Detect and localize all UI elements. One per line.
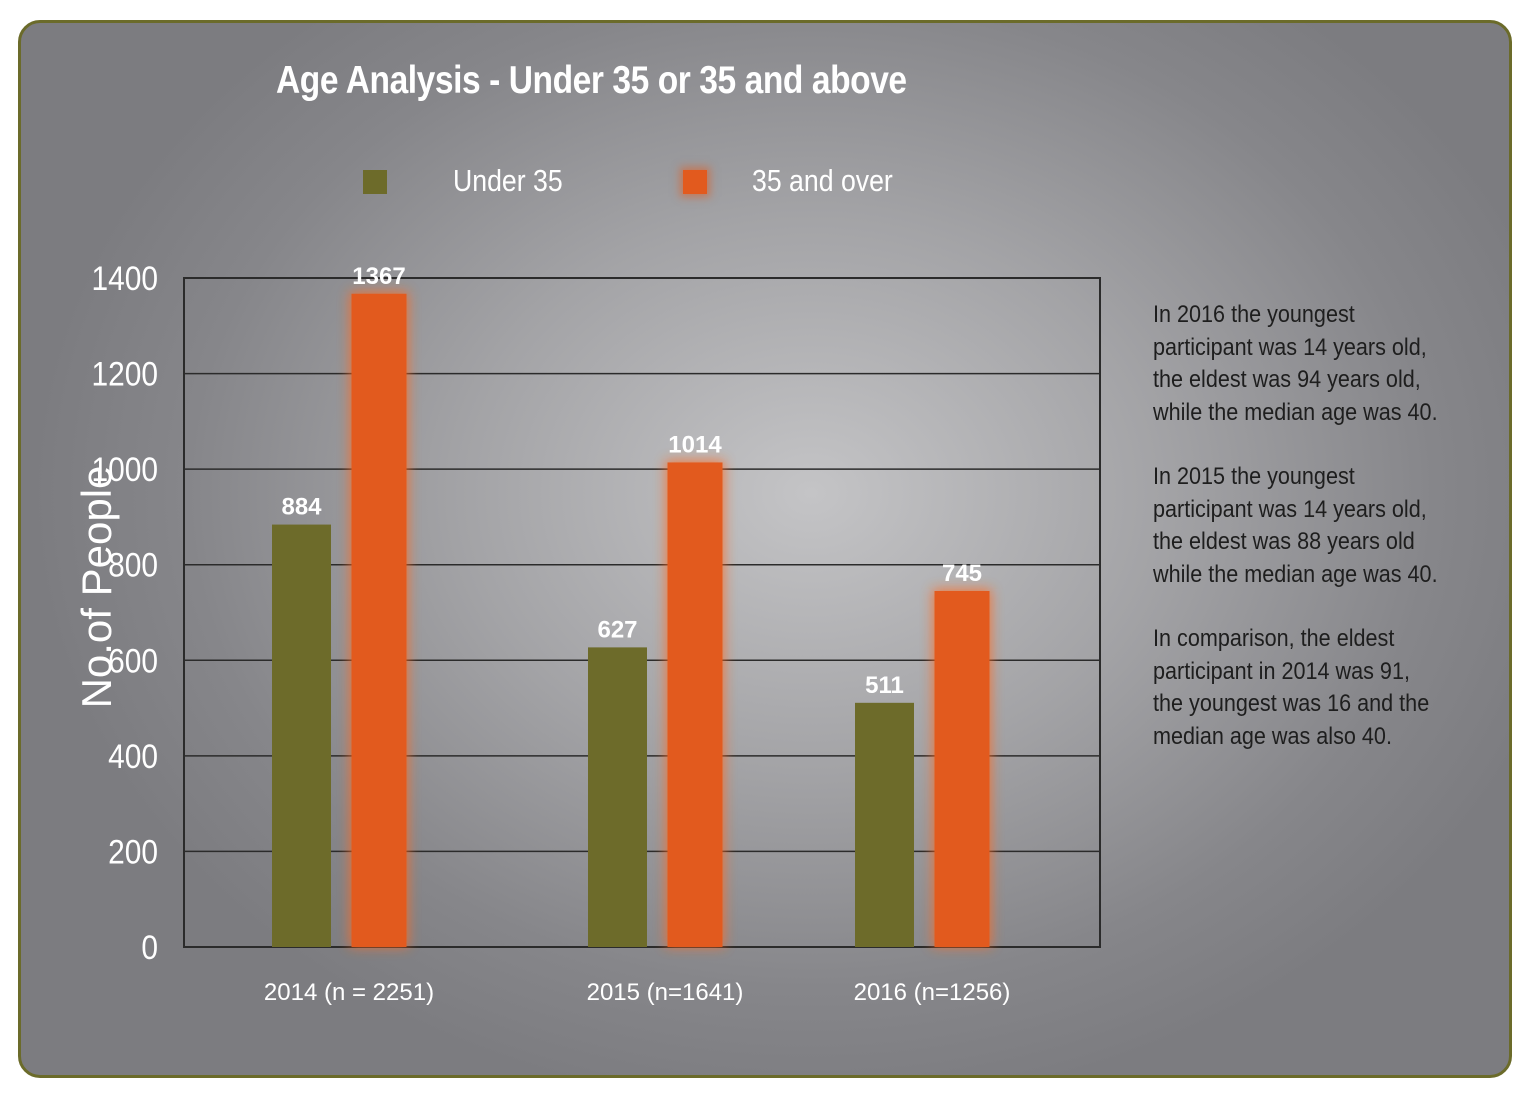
note-line: In comparison, the eldest: [1153, 625, 1395, 652]
y-tick-label: 600: [108, 641, 158, 679]
bar-value-label: 1014: [668, 431, 722, 458]
y-tick-label: 1200: [91, 355, 158, 393]
chart-panel: Age Analysis - Under 35 or 35 and above …: [18, 20, 1512, 1078]
bar-35-and-over: [351, 293, 407, 947]
note-line: In 2016 the youngest: [1153, 301, 1355, 328]
note-line: while the median age was 40.: [1153, 398, 1438, 426]
note-line: the youngest was 16 and the: [1153, 690, 1430, 717]
x-category-label: 2014 (n = 2251): [264, 979, 434, 1006]
side-note-2015: In 2015 the youngest participant was 14 …: [1153, 461, 1459, 591]
y-tick-label: 1000: [91, 450, 158, 488]
legend-label-35-and-over: 35 and over: [752, 163, 893, 198]
note-line: participant in 2014 was 91,: [1153, 657, 1410, 685]
y-tick-label: 400: [108, 737, 158, 775]
x-category-label: 2015 (n=1641): [587, 979, 744, 1006]
bar-under-35: [588, 647, 647, 947]
note-line: the eldest was 88 years old: [1153, 528, 1415, 555]
y-tick-label: 1400: [91, 259, 158, 297]
note-line: participant was 14 years old,: [1153, 333, 1427, 361]
bar-value-label: 745: [942, 560, 982, 587]
side-note-2016: In 2016 the youngest participant was 14 …: [1153, 299, 1459, 429]
y-tick-label: 800: [108, 546, 158, 584]
bar-value-label: 627: [597, 616, 637, 643]
bar-value-label: 884: [281, 494, 322, 521]
bar-under-35: [855, 702, 914, 947]
y-tick-label: 0: [141, 928, 158, 966]
bar-35-and-over: [934, 590, 990, 947]
note-line: while the median age was 40.: [1153, 560, 1438, 588]
x-category-label: 2016 (n=1256): [854, 979, 1011, 1006]
bar-35-and-over: [667, 462, 723, 947]
bar-value-label: 511: [865, 672, 904, 699]
legend-swatch-under-35: [363, 170, 387, 194]
bar-chart-plot: 0 200 400 600 800 1000 1200 1400 884 1367 2014 (n …: [91, 259, 1101, 1006]
note-line: participant was 14 years old,: [1153, 495, 1427, 523]
y-tick-label: 200: [108, 833, 158, 871]
legend-swatch-35-and-over: [683, 170, 707, 194]
chart-title: Age Analysis - Under 35 or 35 and above: [276, 59, 907, 102]
bar-value-label: 1367: [352, 263, 405, 290]
note-line: In 2015 the youngest: [1153, 463, 1355, 490]
legend-label-under-35: Under 35: [453, 163, 563, 198]
side-note-2014-comparison: In comparison, the eldest participant in…: [1153, 623, 1459, 753]
bar-under-35: [272, 524, 331, 947]
note-line: median age was also 40.: [1153, 722, 1392, 750]
note-line: the eldest was 94 years old,: [1153, 366, 1421, 393]
